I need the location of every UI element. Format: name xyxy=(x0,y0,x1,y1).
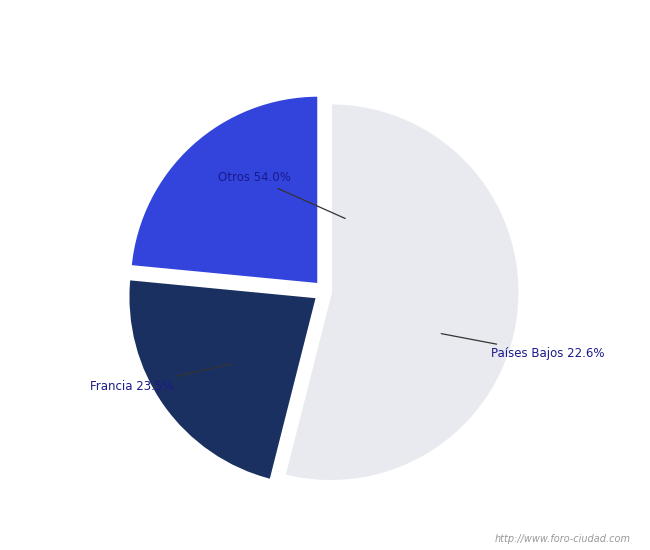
Text: Peguerinos - Turistas extranjeros según país - Agosto de 2024: Peguerinos - Turistas extranjeros según … xyxy=(77,18,573,34)
Text: Francia 23.5%: Francia 23.5% xyxy=(90,364,231,393)
Text: Otros 54.0%: Otros 54.0% xyxy=(218,172,345,218)
Text: Países Bajos 22.6%: Países Bajos 22.6% xyxy=(441,334,605,360)
Wedge shape xyxy=(128,279,317,480)
Text: http://www.foro-ciudad.com: http://www.foro-ciudad.com xyxy=(495,535,630,544)
Wedge shape xyxy=(130,95,318,284)
Wedge shape xyxy=(284,103,520,481)
